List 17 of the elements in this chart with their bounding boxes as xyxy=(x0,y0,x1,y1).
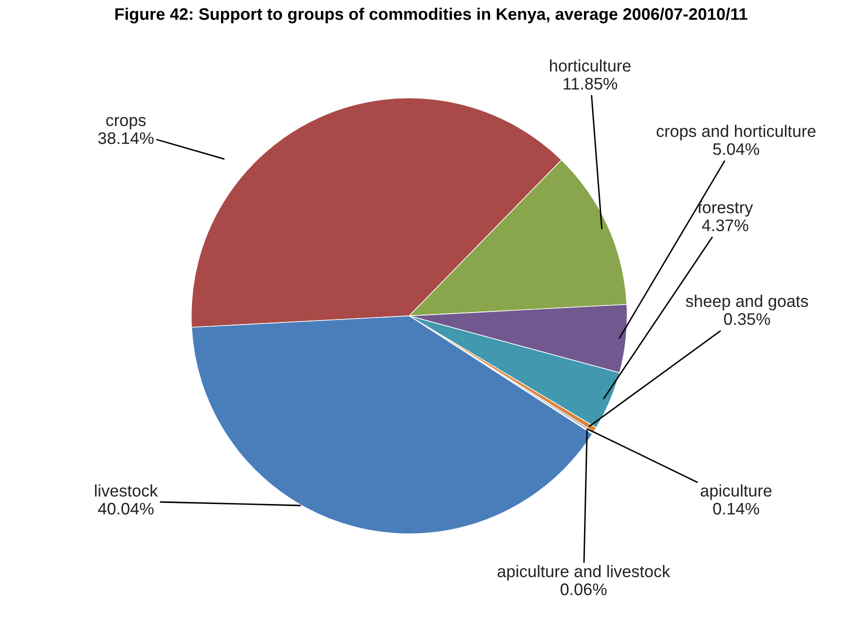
slice-label: apiculture and livestock xyxy=(498,565,670,581)
data-label: 40.04% xyxy=(98,502,154,515)
data-label: 5.04% xyxy=(713,143,760,155)
slice-label: sheep and goats xyxy=(686,294,808,310)
slice-label: livestock xyxy=(95,484,158,497)
slice-label: horticulture xyxy=(550,59,631,72)
slice-label: apiculture xyxy=(700,484,772,500)
data-label: 11.85% xyxy=(564,78,618,90)
data-label: 0.14% xyxy=(713,502,760,515)
data-label: 0.06% xyxy=(560,583,607,596)
data-label: 0.35% xyxy=(724,313,770,325)
slice-label: crops and horticulture xyxy=(656,124,816,140)
chart-title: Figure 42: Support to groups of commodities in Kenya, average 2006/07-2010/11 xyxy=(115,8,748,24)
slice-label: forestry xyxy=(698,201,753,217)
data-label: 4.37% xyxy=(702,219,748,232)
data-label: 38.14% xyxy=(98,132,154,144)
slice-label: crops xyxy=(106,117,146,130)
